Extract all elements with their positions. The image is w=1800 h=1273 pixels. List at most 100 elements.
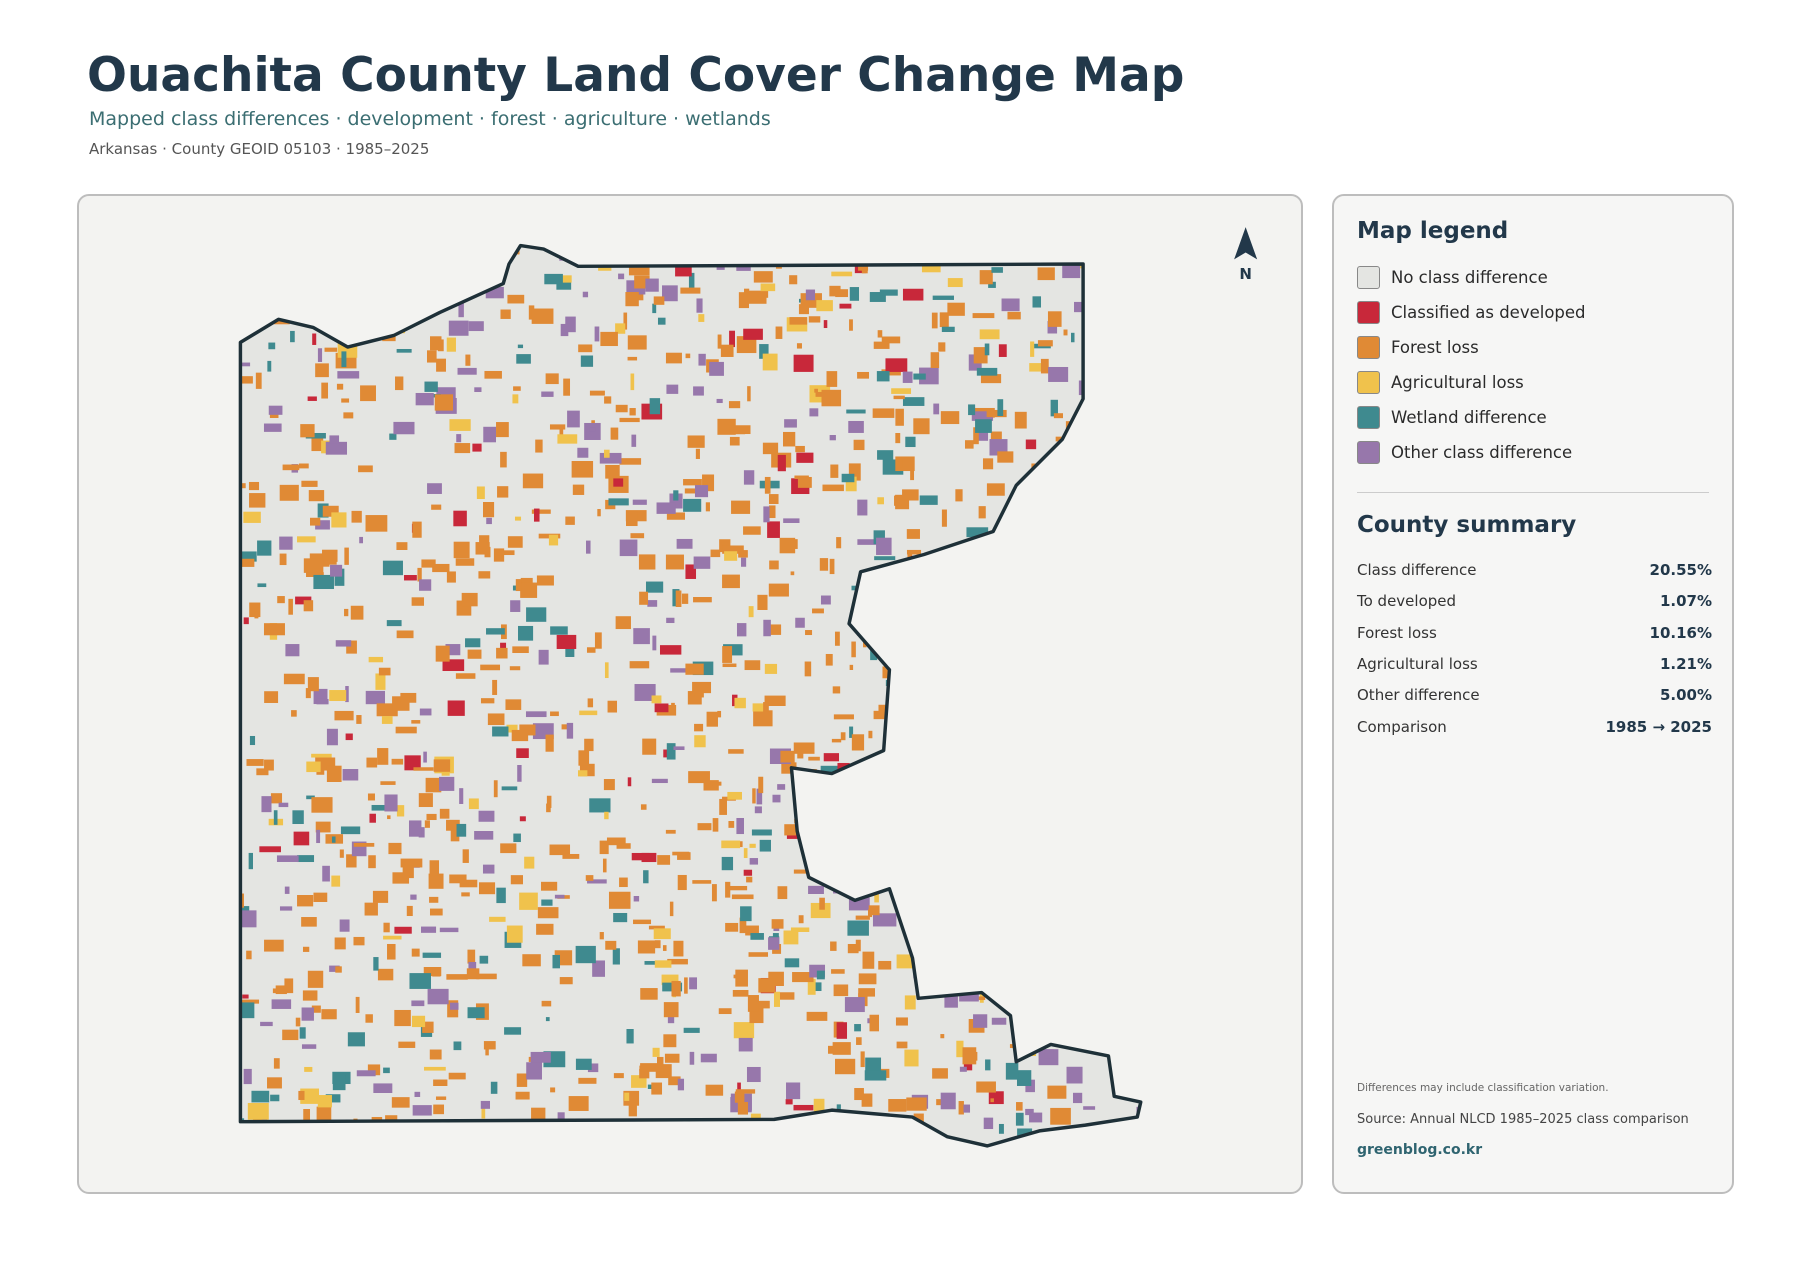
patch [1080, 246, 1085, 259]
patch [855, 915, 870, 920]
patch [364, 902, 378, 916]
patch [1061, 653, 1078, 664]
patch [303, 600, 314, 612]
patch [408, 820, 422, 837]
patch [681, 593, 689, 604]
patch [285, 644, 300, 657]
patch [328, 1129, 333, 1135]
patch [594, 632, 602, 649]
patch [605, 940, 617, 950]
patch [993, 616, 1000, 626]
patch [1129, 1142, 1141, 1146]
patch [319, 261, 331, 275]
patch [753, 271, 773, 283]
patch [955, 956, 963, 968]
patch [336, 383, 344, 390]
patch [331, 512, 347, 528]
patch [677, 874, 687, 891]
patch [268, 342, 276, 350]
patch [626, 511, 638, 527]
patch [1122, 861, 1131, 875]
patch [1143, 1108, 1163, 1125]
patch [793, 354, 814, 372]
patch [599, 452, 622, 464]
patch [831, 271, 853, 277]
patch [331, 875, 341, 887]
patch [419, 248, 425, 262]
patch [302, 299, 312, 305]
patch [541, 1000, 552, 1007]
patch [1045, 712, 1065, 727]
patch [411, 948, 420, 957]
patch [1088, 632, 1099, 641]
patch [541, 899, 553, 906]
patch [966, 600, 985, 612]
patch [1053, 413, 1063, 419]
site-link[interactable]: greenblog.co.kr [1357, 1142, 1483, 1158]
patch [383, 935, 402, 940]
patch [1094, 634, 1109, 642]
patch [950, 561, 966, 568]
patch [541, 391, 554, 397]
patch [1127, 388, 1141, 405]
patch [393, 295, 407, 302]
patch [311, 797, 333, 813]
patch [396, 542, 408, 550]
patch [656, 502, 676, 514]
patch [510, 600, 521, 612]
patch [303, 1109, 311, 1121]
patch [353, 936, 365, 946]
legend-panel: Map legend No class difference Classified… [1332, 194, 1734, 1194]
patch [594, 326, 600, 342]
patch [722, 663, 737, 668]
patch [367, 1064, 381, 1076]
patch [241, 1002, 255, 1019]
patch [700, 1053, 717, 1063]
patch [272, 988, 280, 994]
patch [719, 798, 727, 815]
legend-swatch [1357, 301, 1380, 324]
patch [994, 933, 1014, 939]
patch [1102, 477, 1122, 495]
patch [858, 973, 877, 985]
patch [1024, 606, 1045, 619]
patch [533, 508, 540, 522]
patch [740, 906, 752, 922]
patch [1068, 739, 1076, 750]
patch [478, 571, 491, 579]
patch [442, 659, 465, 672]
patch [313, 574, 334, 590]
patch [1129, 850, 1141, 862]
patch [1066, 1066, 1083, 1084]
patch [663, 749, 670, 758]
patch [317, 1095, 332, 1108]
patch [522, 473, 544, 489]
patch [957, 813, 974, 817]
patch [522, 954, 541, 967]
patch [427, 393, 441, 398]
patch [1093, 645, 1105, 663]
patch [446, 571, 456, 583]
patch [872, 618, 892, 627]
patch [1014, 411, 1027, 429]
patch [1037, 340, 1053, 347]
patch [922, 669, 940, 687]
patch [365, 1014, 373, 1023]
patch [520, 577, 533, 585]
patch [1129, 607, 1141, 623]
patch [965, 873, 986, 888]
patch [1015, 870, 1028, 875]
patch [267, 360, 272, 372]
county-outline [238, 243, 1143, 1148]
patch [300, 1088, 320, 1104]
patch [869, 292, 886, 302]
patch [519, 892, 538, 910]
patch [973, 347, 988, 364]
patch [432, 967, 441, 977]
patch [996, 547, 1019, 559]
patch [507, 294, 525, 304]
patch [973, 427, 979, 445]
patch [554, 894, 565, 899]
patch [768, 494, 779, 504]
patch [767, 521, 780, 538]
